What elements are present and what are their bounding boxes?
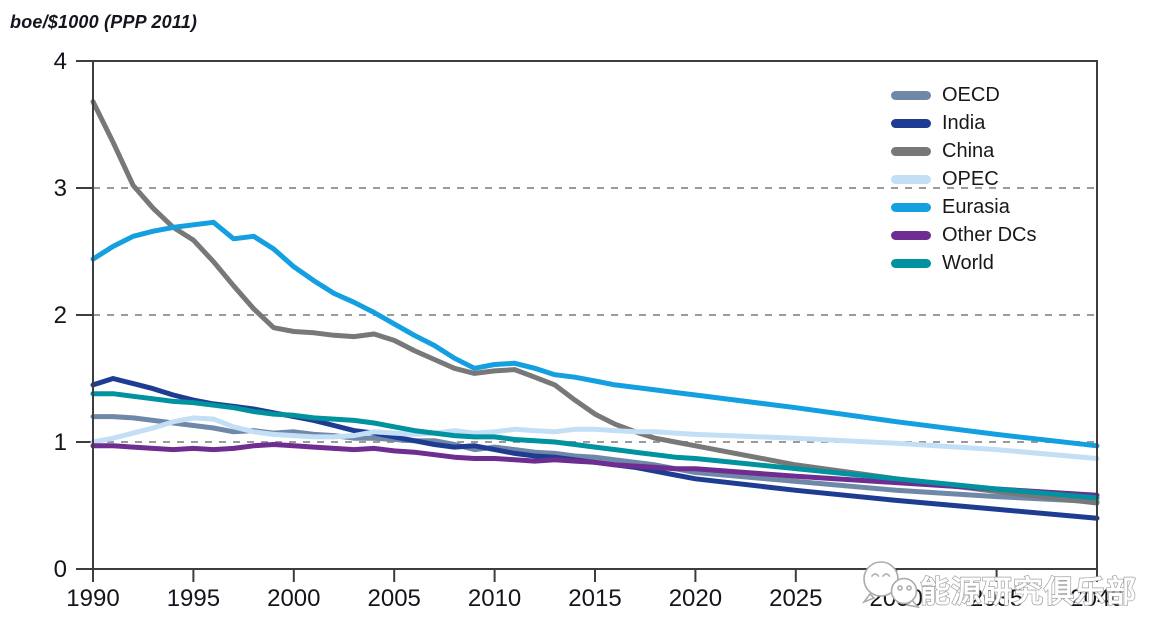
legend-swatch-china bbox=[891, 146, 931, 156]
legend-item-eurasia: Eurasia bbox=[891, 193, 1036, 221]
legend-label-other-dcs: Other DCs bbox=[942, 224, 1037, 246]
watermark: 能源研究俱乐部 bbox=[861, 561, 1137, 610]
x-tick-label: 1990 bbox=[66, 585, 119, 612]
plot-frame bbox=[92, 60, 1098, 570]
x-tick-label: 2020 bbox=[669, 585, 722, 612]
legend-label-eurasia: Eurasia bbox=[942, 196, 1010, 218]
legend-swatch-other-dcs bbox=[891, 230, 931, 240]
legend-label-china: China bbox=[942, 140, 995, 162]
legend-swatch-opec bbox=[891, 174, 931, 184]
watermark-text: 能源研究俱乐部 bbox=[920, 575, 1137, 609]
x-tick-label: 2000 bbox=[267, 585, 320, 612]
wechat-bubble-large bbox=[863, 561, 899, 597]
x-tick-label: 2035 bbox=[970, 585, 1023, 612]
chart-legend: OECD India China OPEC Eurasia Other DCs World bbox=[891, 81, 1036, 277]
legend-item-world: World bbox=[891, 249, 1036, 277]
x-tick-label: 2015 bbox=[568, 585, 621, 612]
wechat-eye bbox=[906, 585, 912, 591]
legend-label-world: World bbox=[942, 252, 994, 274]
x-tick-label: 1995 bbox=[167, 585, 220, 612]
series-line-world bbox=[90, 391, 1100, 501]
chart-unit-title: boe/$1000 (PPP 2011) bbox=[10, 12, 198, 32]
legend-swatch-oecd bbox=[891, 90, 931, 100]
legend-item-opec: OPEC bbox=[891, 165, 1036, 193]
wechat-eye bbox=[897, 585, 903, 591]
wechat-bubble-small bbox=[890, 577, 918, 605]
x-tick-label: 2005 bbox=[368, 585, 421, 612]
series-line-china bbox=[90, 99, 1100, 506]
legend-swatch-world bbox=[891, 258, 931, 268]
wechat-eye bbox=[871, 573, 880, 577]
x-tick-label: 2025 bbox=[769, 585, 822, 612]
y-tick-label: 0 bbox=[54, 556, 67, 583]
series-line-opec bbox=[90, 415, 1100, 461]
y-tick-label: 1 bbox=[54, 429, 67, 456]
legend-label-opec: OPEC bbox=[942, 168, 999, 190]
legend-swatch-india bbox=[891, 118, 931, 128]
x-tick-label: 2040 bbox=[1070, 585, 1123, 612]
series-line-eurasia bbox=[90, 219, 1100, 449]
y-tick-label: 4 bbox=[54, 48, 67, 75]
y-tick-label: 3 bbox=[54, 175, 67, 202]
legend-label-oecd: OECD bbox=[942, 84, 1000, 106]
legend-label-india: India bbox=[942, 112, 986, 134]
legend-item-oecd: OECD bbox=[891, 81, 1036, 109]
series-line-other-dcs bbox=[90, 442, 1100, 498]
legend-item-india: India bbox=[891, 109, 1036, 137]
wechat-eye bbox=[882, 573, 891, 577]
legend-swatch-eurasia bbox=[891, 202, 931, 212]
wechat-logo-icon bbox=[861, 592, 876, 604]
legend-item-china: China bbox=[891, 137, 1036, 165]
legend-item-other-dcs: Other DCs bbox=[891, 221, 1036, 249]
y-tick-label: 2 bbox=[54, 302, 67, 329]
x-tick-label: 2010 bbox=[468, 585, 521, 612]
